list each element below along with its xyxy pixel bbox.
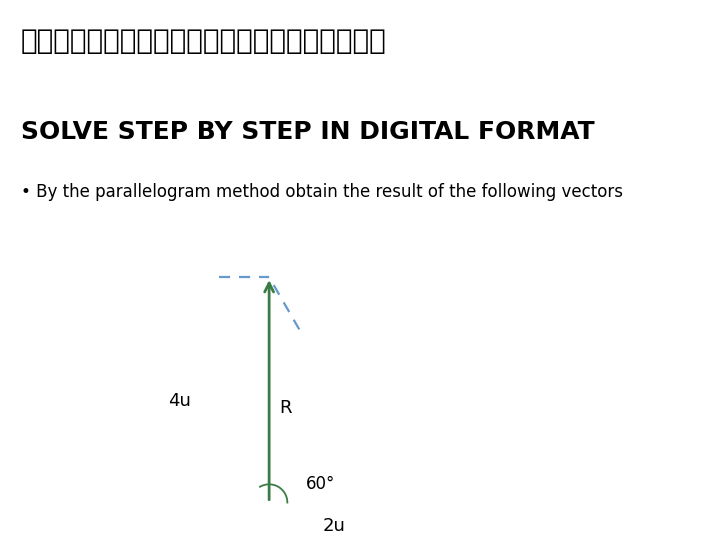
Text: デジタル形式で段階的に解決　　ありがとう！！: デジタル形式で段階的に解決 ありがとう！！ [21,27,387,55]
Text: 60°: 60° [306,476,335,494]
Text: 2u: 2u [322,517,346,535]
Text: 4u: 4u [168,392,191,410]
Text: • By the parallelogram method obtain the result of the following vectors: • By the parallelogram method obtain the… [21,183,623,201]
Text: SOLVE STEP BY STEP IN DIGITAL FORMAT: SOLVE STEP BY STEP IN DIGITAL FORMAT [21,120,594,144]
Text: R: R [279,399,292,417]
